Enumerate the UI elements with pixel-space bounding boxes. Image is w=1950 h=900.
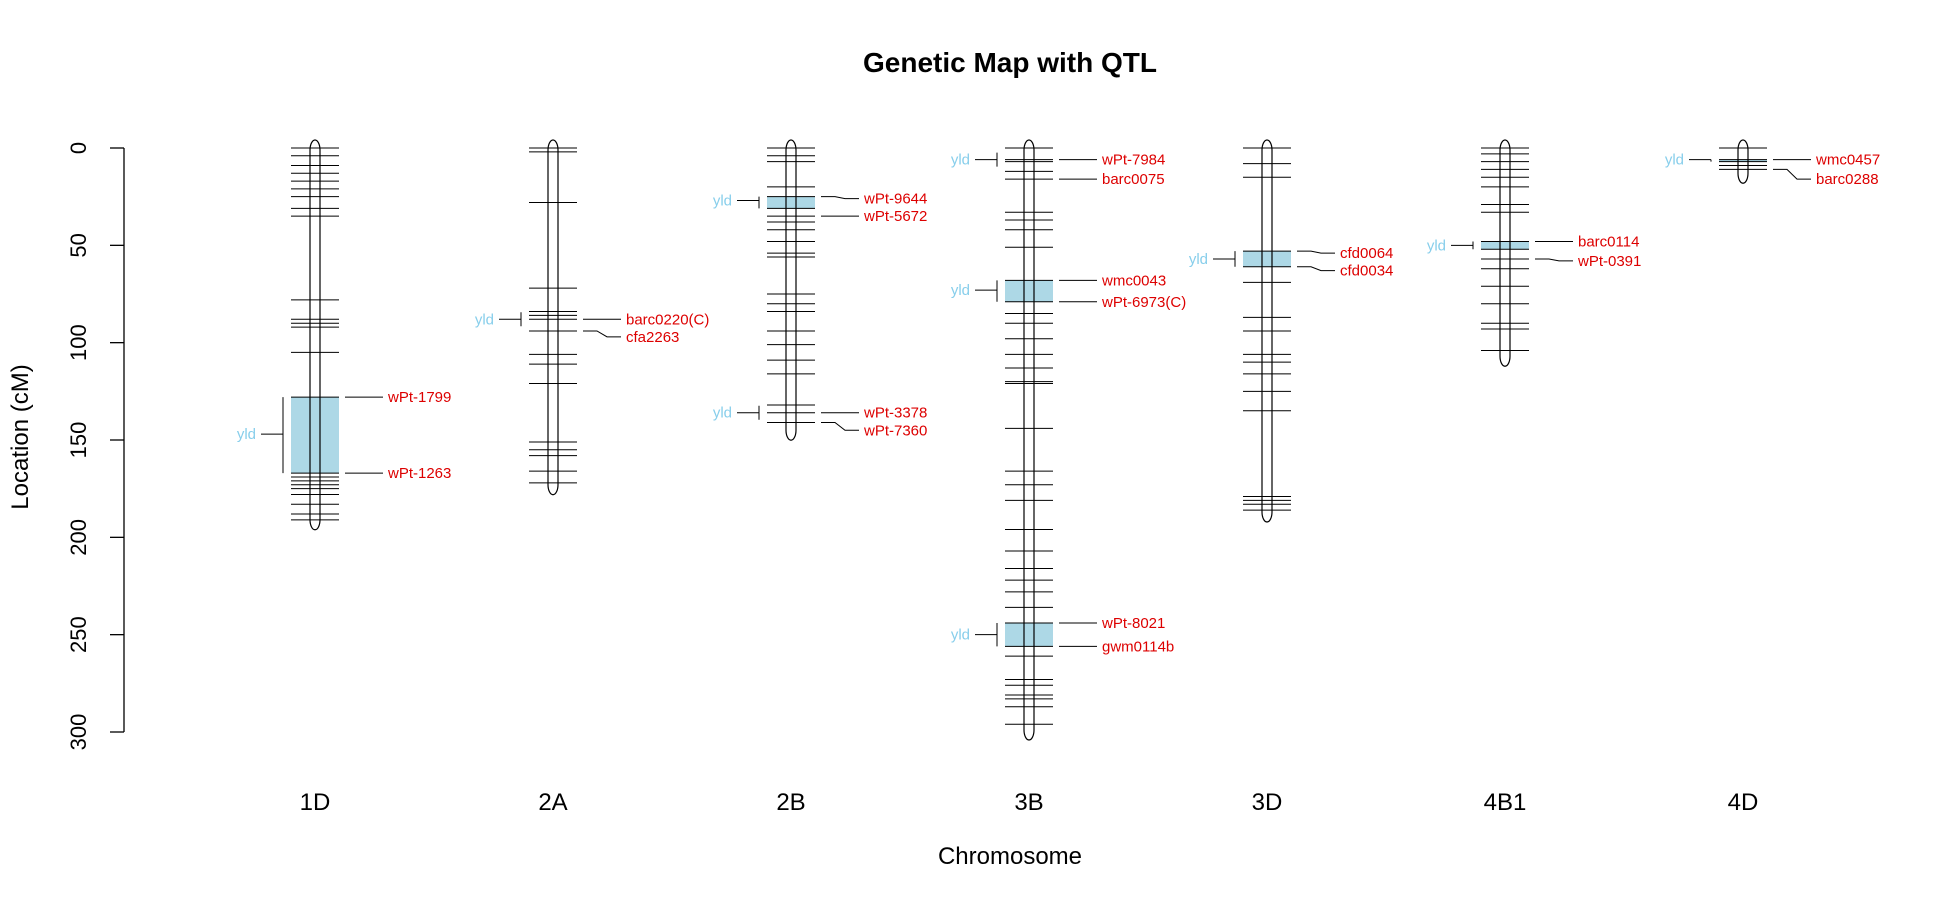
qtl-label: yld	[1189, 251, 1208, 268]
y-axis: 0 50 100 150 200 250 300	[66, 142, 125, 751]
marker-label: cfd0034	[1340, 263, 1393, 280]
marker-leader-line	[821, 196, 859, 200]
chromosome-body	[1023, 139, 1035, 741]
marker-label: wmc0457	[1815, 152, 1880, 169]
y-tick-label: 300	[66, 714, 91, 751]
marker-label: wPt-3378	[863, 405, 927, 422]
marker-label: cfa2263	[626, 329, 679, 346]
qtl-region	[1719, 159, 1767, 162]
chromosome-label: 1D	[300, 789, 331, 816]
chromosome-4b1: yld barc0114 wPt-0391 4B1	[1427, 139, 1641, 816]
qtl-label: yld	[475, 311, 494, 328]
chromosome-label: 2A	[538, 789, 567, 816]
qtl-label: yld	[713, 405, 732, 422]
chromosome-body	[1499, 139, 1511, 367]
marker-label: wPt-6973(C)	[1101, 294, 1186, 311]
chromosome-label: 3D	[1252, 789, 1283, 816]
marker-leader-line	[1297, 250, 1335, 254]
marker-label: gwm0114b	[1102, 638, 1174, 655]
qtl-region	[291, 397, 339, 474]
marker-label: wPt-8021	[1101, 615, 1165, 632]
marker-leader-line	[583, 330, 621, 338]
marker-label: barc0220(C)	[626, 311, 709, 328]
marker-label: wPt-0391	[1577, 253, 1641, 270]
y-axis-label: Location (cM)	[7, 364, 34, 509]
marker-leader-line	[1535, 258, 1573, 262]
qtl-region	[1005, 622, 1053, 647]
marker-label: wPt-7360	[863, 422, 927, 439]
marker-label: barc0075	[1102, 171, 1165, 188]
chromosome-label: 4D	[1728, 789, 1759, 816]
marker-label: wPt-9644	[863, 191, 927, 208]
y-tick-label: 100	[66, 324, 91, 361]
qtl-label: yld	[951, 282, 970, 299]
marker-label: wmc0043	[1101, 272, 1166, 289]
qtl-region	[1243, 251, 1291, 267]
y-tick-label: 200	[66, 519, 91, 556]
chromosome-1d: yld wPt-1799 wPt-1263 1D	[237, 139, 451, 816]
marker-label: wPt-5672	[863, 208, 927, 225]
y-tick-label: 150	[66, 422, 91, 459]
qtl-label: yld	[237, 426, 256, 443]
chromosomes: yld wPt-1799 wPt-1263 1D yld barc0220(C)cfa22…	[237, 139, 1880, 816]
marker-label: wPt-1263	[387, 465, 451, 482]
marker-label: barc0114	[1578, 233, 1639, 250]
chromosome-2a: yld barc0220(C)cfa2263 2A	[475, 139, 709, 816]
qtl-label: yld	[713, 193, 732, 210]
qtl-region	[767, 196, 815, 209]
qtl-label: yld	[1427, 237, 1446, 254]
qtl-label: yld	[951, 627, 970, 644]
chromosome-label: 4B1	[1484, 789, 1527, 816]
chromosome-body	[547, 139, 559, 496]
marker-label: wPt-7984	[1101, 152, 1165, 169]
marker-leader-line	[821, 421, 859, 431]
qtl-label: yld	[1665, 152, 1684, 169]
chromosome-body	[785, 139, 797, 441]
marker-label: cfd0064	[1340, 245, 1393, 262]
chromosome-4d: yld wmc0457 barc0288 4D	[1665, 139, 1880, 816]
y-tick-label: 50	[66, 233, 91, 257]
qtl-region	[1005, 280, 1053, 302]
y-tick-label: 250	[66, 616, 91, 653]
chromosome-label: 2B	[776, 789, 805, 816]
marker-label: barc0288	[1816, 171, 1879, 188]
chromosome-body	[309, 139, 321, 531]
marker-leader-line	[1297, 266, 1335, 272]
qtl-label: yld	[951, 152, 970, 169]
y-tick-label: 0	[66, 142, 91, 154]
marker-leader-line	[1773, 168, 1811, 180]
marker-label: wPt-1799	[387, 389, 451, 406]
chromosome-label: 3B	[1014, 789, 1043, 816]
qtl-region	[1481, 241, 1529, 250]
chromosome-3b: yld yld yld wPt-7984 barc0075 wmc0043 wPt-6973…	[951, 139, 1186, 816]
x-axis-label: Chromosome	[938, 843, 1082, 870]
chart-title: Genetic Map with QTL	[863, 47, 1157, 78]
